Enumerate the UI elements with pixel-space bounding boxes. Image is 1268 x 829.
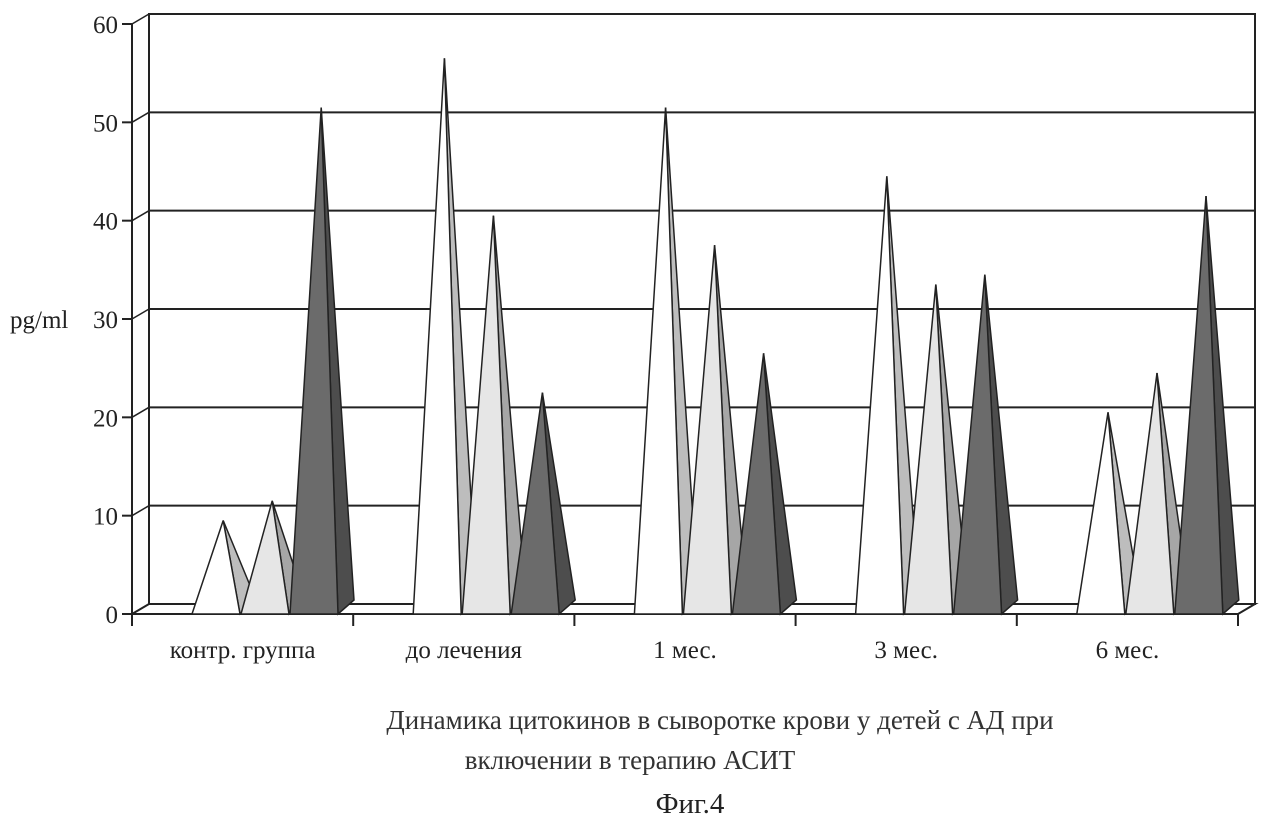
x-tick-label: 3 мес. bbox=[874, 637, 938, 664]
y-tick-label: 30 bbox=[93, 307, 118, 334]
x-tick-label: контр. группа bbox=[170, 637, 316, 664]
gridline-side bbox=[132, 407, 149, 417]
cone-mark bbox=[462, 216, 526, 614]
cone-mark bbox=[732, 353, 796, 614]
cone-mark bbox=[683, 245, 747, 614]
x-tick-label: до лечения bbox=[406, 637, 523, 664]
x-tick-label: 1 мес. bbox=[653, 637, 717, 664]
series-marks bbox=[192, 58, 1239, 614]
cone-mark bbox=[1175, 196, 1239, 614]
caption-line-1: Динамика цитокинов в сыворотке крови у д… bbox=[250, 700, 1190, 740]
gridline-side bbox=[132, 112, 149, 122]
cone-mark bbox=[856, 176, 920, 614]
y-tick-label: 20 bbox=[93, 405, 118, 432]
x-tick-label: 6 мес. bbox=[1096, 637, 1160, 664]
cone-mark bbox=[413, 58, 477, 614]
cone-mark bbox=[290, 108, 354, 615]
gridline-side bbox=[132, 14, 149, 24]
gridline-side bbox=[132, 506, 149, 516]
y-axis-label: pg/ml bbox=[10, 307, 68, 334]
gridline-side bbox=[132, 309, 149, 319]
chart: 0 10 20 30 40 50 60 pg/ml контр. группа до лечени… bbox=[0, 0, 1268, 700]
y-tick-label: 0 bbox=[106, 602, 119, 629]
gridline-side bbox=[132, 211, 149, 221]
cone-mark bbox=[511, 393, 575, 614]
cone-mark bbox=[954, 275, 1018, 614]
figure-label: Фиг.4 bbox=[590, 788, 790, 821]
y-tick-label: 60 bbox=[93, 12, 118, 39]
cone-mark bbox=[634, 108, 698, 615]
caption-line-2: включении в терапию АСИТ bbox=[320, 740, 940, 780]
y-tick-label: 40 bbox=[93, 209, 118, 236]
y-tick-label: 50 bbox=[93, 110, 118, 137]
y-tick-label: 10 bbox=[93, 504, 118, 531]
